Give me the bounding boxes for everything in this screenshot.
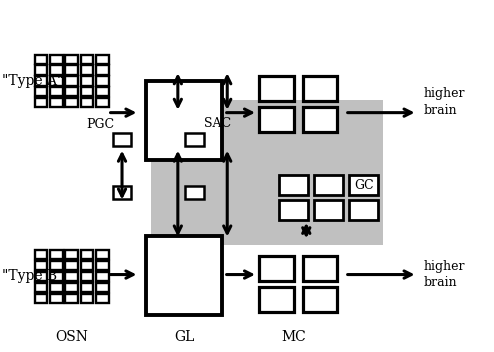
Bar [113, 186, 131, 199]
Bar [259, 107, 294, 132]
Bar [96, 294, 109, 303]
Bar [81, 283, 93, 292]
Bar [65, 294, 78, 303]
Bar [303, 107, 337, 132]
Bar [81, 250, 93, 259]
Bar [113, 133, 131, 146]
Bar [65, 65, 78, 75]
Bar [314, 175, 343, 195]
Bar [96, 65, 109, 75]
Bar [65, 55, 78, 64]
Bar [50, 294, 63, 303]
Text: higher
brain: higher brain [424, 87, 465, 117]
Bar [96, 87, 109, 96]
Bar [35, 55, 47, 64]
Bar [81, 87, 93, 96]
Bar [81, 65, 93, 75]
Bar [65, 76, 78, 86]
Bar [314, 200, 343, 220]
Text: GC: GC [355, 179, 374, 191]
Bar [65, 261, 78, 270]
Bar [185, 133, 204, 146]
Text: MC: MC [282, 330, 306, 344]
Bar [81, 98, 93, 107]
Bar [35, 294, 47, 303]
Bar [151, 100, 383, 245]
Bar [35, 76, 47, 86]
Text: "Type A": "Type A" [2, 74, 64, 88]
Bar [185, 186, 204, 199]
Bar [279, 200, 308, 220]
Bar [50, 87, 63, 96]
Bar [303, 256, 337, 281]
Bar [259, 76, 294, 101]
Bar [50, 76, 63, 86]
Bar [50, 283, 63, 292]
Bar [50, 250, 63, 259]
Bar [35, 250, 47, 259]
Bar [35, 272, 47, 281]
Bar [50, 261, 63, 270]
Bar [35, 65, 47, 75]
Bar [81, 294, 93, 303]
Bar [96, 76, 109, 86]
Bar [259, 256, 294, 281]
Bar [50, 272, 63, 281]
Bar [96, 272, 109, 281]
Bar [96, 283, 109, 292]
Bar [303, 76, 337, 101]
Bar [259, 287, 294, 312]
Bar [35, 98, 47, 107]
Bar [303, 287, 337, 312]
Bar [50, 98, 63, 107]
Bar [50, 65, 63, 75]
Bar [349, 200, 378, 220]
Bar [50, 55, 63, 64]
Bar [96, 250, 109, 259]
Bar [35, 283, 47, 292]
Bar [65, 272, 78, 281]
Bar [81, 272, 93, 281]
Bar [65, 87, 78, 96]
Bar [96, 261, 109, 270]
Bar [35, 87, 47, 96]
Text: SAC: SAC [204, 118, 231, 130]
Bar [65, 283, 78, 292]
Bar [146, 81, 222, 160]
Bar [279, 175, 308, 195]
Bar [35, 261, 47, 270]
Text: "Type B": "Type B" [2, 269, 64, 283]
Bar [96, 55, 109, 64]
Text: GL: GL [174, 330, 195, 344]
Bar [146, 236, 222, 315]
Text: OSN: OSN [55, 330, 88, 344]
Text: higher
brain: higher brain [424, 260, 465, 289]
Bar [65, 98, 78, 107]
Bar [65, 250, 78, 259]
Bar [81, 76, 93, 86]
Bar [349, 175, 378, 195]
Bar [81, 261, 93, 270]
Bar [81, 55, 93, 64]
Bar [96, 98, 109, 107]
Text: PGC: PGC [86, 119, 115, 131]
